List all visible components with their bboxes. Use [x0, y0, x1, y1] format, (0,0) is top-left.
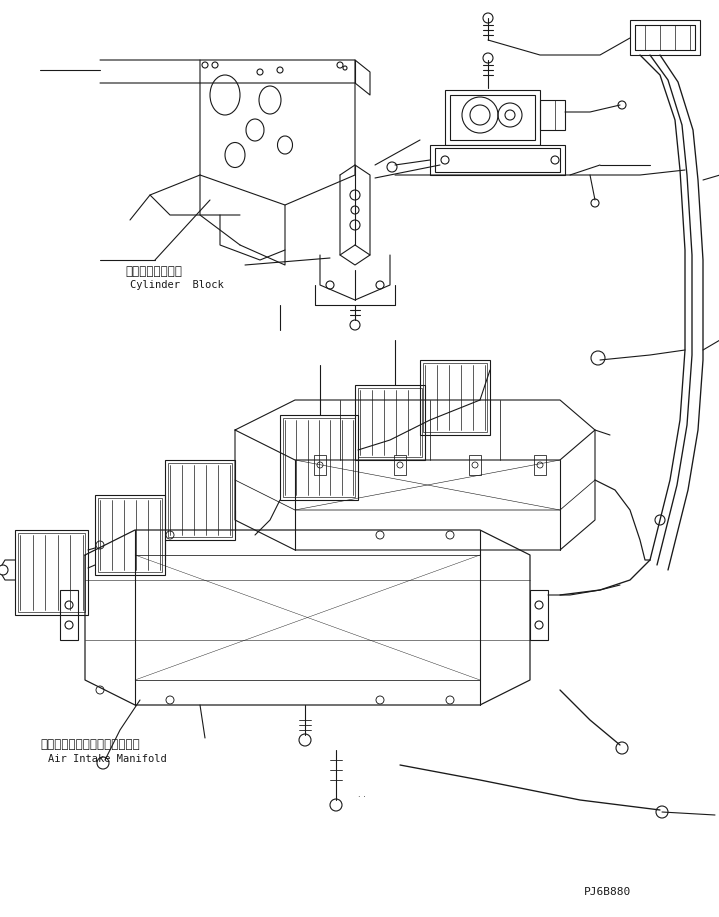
Bar [168, 463, 232, 537]
Bar [534, 455, 546, 475]
Bar [450, 95, 535, 140]
Bar [165, 460, 235, 540]
Text: Air Intake Manifold: Air Intake Manifold [48, 754, 167, 764]
Bar [394, 455, 406, 475]
Bar [630, 20, 700, 55]
Bar [98, 498, 162, 572]
Bar [540, 100, 565, 130]
Bar [358, 388, 422, 457]
Bar [469, 455, 481, 475]
Bar [355, 385, 425, 460]
Bar [60, 590, 78, 640]
Bar [15, 530, 88, 615]
Bar [423, 363, 487, 432]
Text: · ·: · · [358, 793, 366, 802]
Text: エアーインテイクマニホルード: エアーインテイクマニホルード [40, 738, 139, 751]
Bar [18, 533, 85, 612]
Bar [530, 590, 548, 640]
Text: Cylinder  Block: Cylinder Block [130, 280, 224, 290]
Bar [314, 455, 326, 475]
Text: シリンダブロック: シリンダブロック [125, 265, 182, 278]
Bar [445, 90, 540, 145]
Bar [283, 418, 355, 497]
Bar [95, 495, 165, 575]
Bar [430, 145, 565, 175]
Bar [280, 415, 358, 500]
Bar [435, 148, 560, 172]
Text: PJ6B880: PJ6B880 [584, 887, 631, 897]
Bar [420, 360, 490, 435]
